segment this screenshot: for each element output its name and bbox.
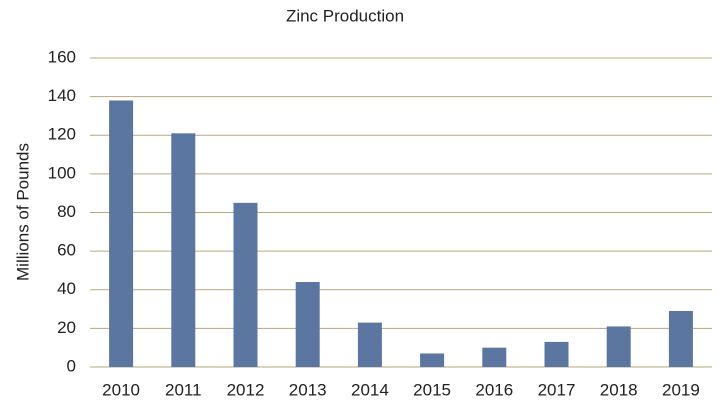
y-tick-label: 120: [48, 125, 76, 144]
y-tick-label: 60: [57, 241, 76, 260]
bar: [420, 353, 445, 367]
chart-title: Zinc Production: [286, 6, 404, 25]
bar: [606, 326, 631, 367]
bar: [668, 310, 693, 367]
bar: [295, 282, 320, 367]
y-tick-label: 100: [48, 163, 76, 182]
bar: [544, 341, 569, 367]
bar: [482, 347, 507, 367]
y-tick-label: 140: [48, 86, 76, 105]
y-tick-label: 20: [57, 318, 76, 337]
x-tick-label: 2015: [413, 380, 451, 399]
bar: [357, 322, 382, 367]
x-tick-label: 2017: [538, 380, 576, 399]
x-tick-label: 2016: [475, 380, 513, 399]
y-tick-label: 40: [57, 279, 76, 298]
y-tick-label: 0: [67, 356, 76, 375]
x-tick-label: 2012: [227, 380, 265, 399]
x-tick-label: 2010: [102, 380, 140, 399]
y-axis-label: Millions of Pounds: [13, 143, 32, 281]
x-tick-label: 2018: [600, 380, 638, 399]
bar: [233, 202, 258, 367]
bar: [171, 133, 196, 367]
y-tick-label: 160: [48, 47, 76, 66]
bar: [109, 100, 134, 368]
x-tick-label: 2014: [351, 380, 389, 399]
x-tick-label: 2013: [289, 380, 327, 399]
x-tick-label: 2011: [165, 380, 202, 399]
x-tick-label: 2019: [662, 380, 700, 399]
y-tick-label: 80: [57, 202, 76, 221]
